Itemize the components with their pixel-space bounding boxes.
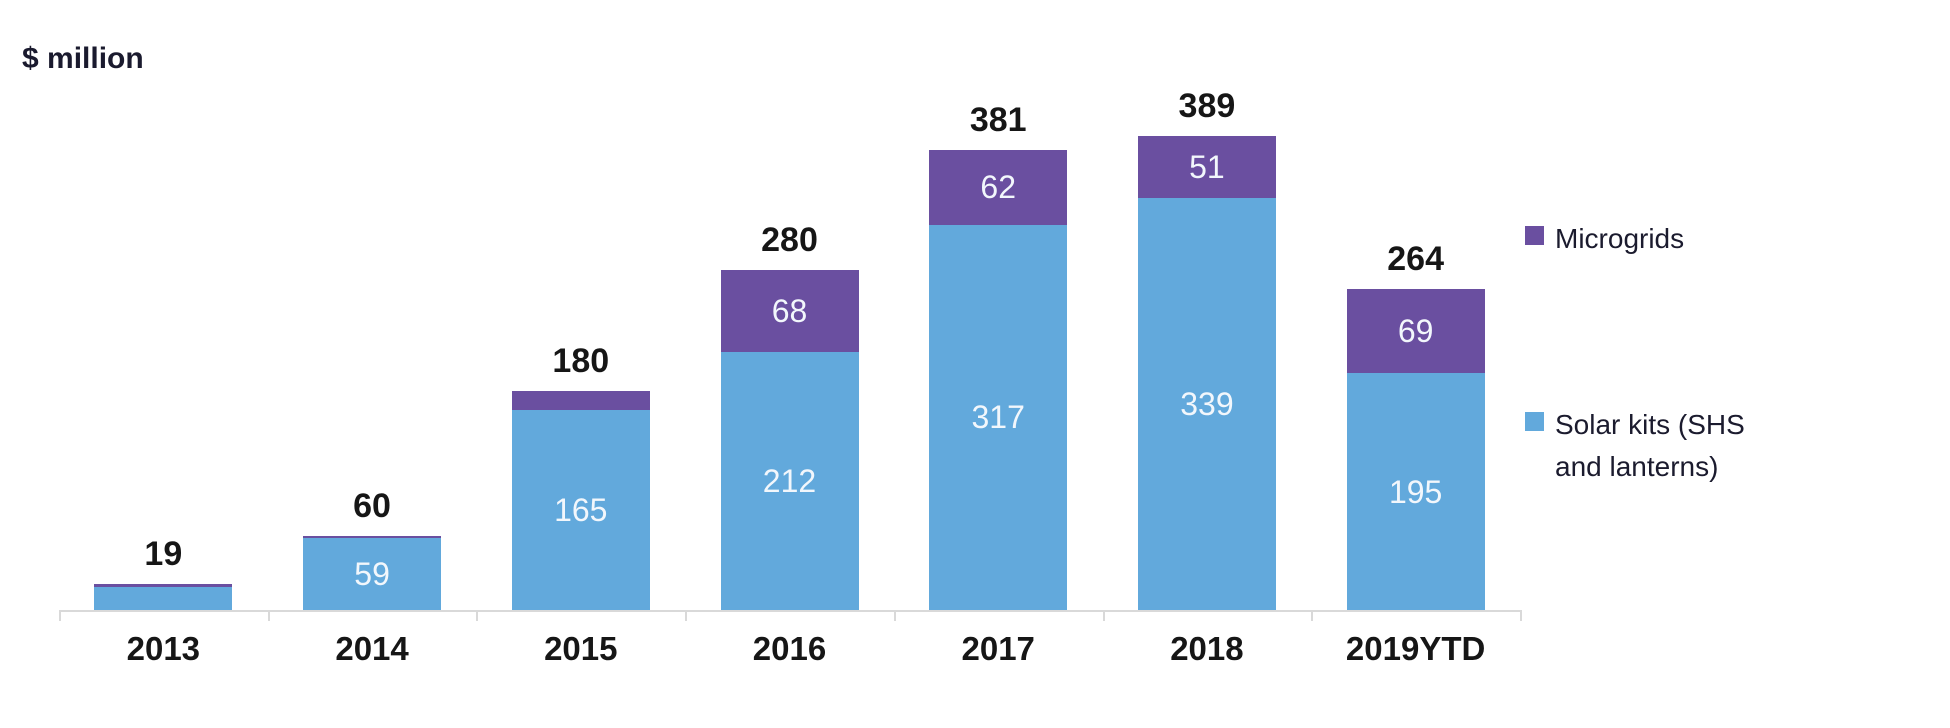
segment-solar-kits-shs-and-lanterns-2013 <box>94 586 233 610</box>
segment-value-label: 339 <box>1180 386 1234 423</box>
solar-kits-swatch-icon <box>1525 412 1544 431</box>
segment-value-label: 69 <box>1397 313 1434 350</box>
total-label-2016: 280 <box>761 220 818 259</box>
segment-value-label: 68 <box>771 293 808 330</box>
legend-item-microgrids: Microgrids <box>1525 218 1793 260</box>
x-tick-label-2014: 2014 <box>335 630 409 667</box>
segment-microgrids-2013 <box>94 584 233 587</box>
segment-solar-kits-shs-and-lanterns-2016: 212 <box>720 352 859 610</box>
total-label-2019ytd: 264 <box>1387 240 1444 279</box>
total-label-2015: 180 <box>552 342 610 381</box>
segment-microgrids-2016: 68 <box>720 269 859 353</box>
segment-solar-kits-shs-and-lanterns-2019ytd: 195 <box>1346 373 1485 610</box>
x-axis-tick <box>476 610 479 621</box>
x-tick-label-2016: 2016 <box>752 630 827 667</box>
segment-value-label: 165 <box>554 491 608 528</box>
segment-solar-kits-shs-and-lanterns-2015: 165 <box>511 409 650 610</box>
x-tick-label-2019ytd: 2019YTD <box>1345 630 1486 667</box>
segment-solar-kits-shs-and-lanterns-2017: 317 <box>929 224 1068 610</box>
x-axis-tick <box>893 610 896 621</box>
x-axis-tick <box>685 610 688 621</box>
segment-value-label: 317 <box>971 399 1025 436</box>
x-axis-tick <box>1520 610 1522 621</box>
x-tick-label-2017: 2017 <box>961 630 1035 667</box>
segment-microgrids-2019ytd: 69 <box>1346 289 1485 374</box>
legend-label-microgrids: Microgrids <box>1555 223 1685 254</box>
microgrids-swatch-icon <box>1525 226 1544 245</box>
segment-value-label: 62 <box>980 169 1016 206</box>
segment-microgrids-2017: 62 <box>929 149 1068 225</box>
x-axis-tick <box>1311 610 1314 621</box>
segment-solar-kits-shs-and-lanterns-2014: 59 <box>303 538 442 610</box>
segment-solar-kits-shs-and-lanterns-2018: 339 <box>1137 198 1276 610</box>
segment-microgrids-2018: 51 <box>1137 136 1276 199</box>
x-axis-tick <box>267 610 270 621</box>
x-axis-tick <box>59 610 61 621</box>
legend-label-solar-kits: Solar kits (SHS and lanterns) <box>1555 409 1745 482</box>
x-tick-label-2015: 2015 <box>544 630 618 667</box>
total-label-2018: 389 <box>1178 87 1236 126</box>
segment-value-label: 51 <box>1189 149 1225 186</box>
unit-label: $ million <box>22 42 144 75</box>
total-label-2014: 60 <box>353 486 391 525</box>
x-tick-label-2013: 2013 <box>126 630 201 667</box>
segment-value-label: 59 <box>354 556 390 593</box>
legend-item-solar-kits: Solar kits (SHS and lanterns) <box>1525 404 1793 488</box>
x-axis-tick <box>1102 610 1105 621</box>
segment-microgrids-2014 <box>303 535 442 539</box>
x-axis-line <box>59 610 1520 612</box>
segment-value-label: 212 <box>762 463 817 500</box>
total-label-2013: 19 <box>144 535 183 574</box>
segment-value-label: 195 <box>1388 473 1443 510</box>
segment-microgrids-2015 <box>511 391 650 410</box>
total-label-2017: 381 <box>969 100 1027 139</box>
x-tick-label-2018: 2018 <box>1170 630 1244 667</box>
